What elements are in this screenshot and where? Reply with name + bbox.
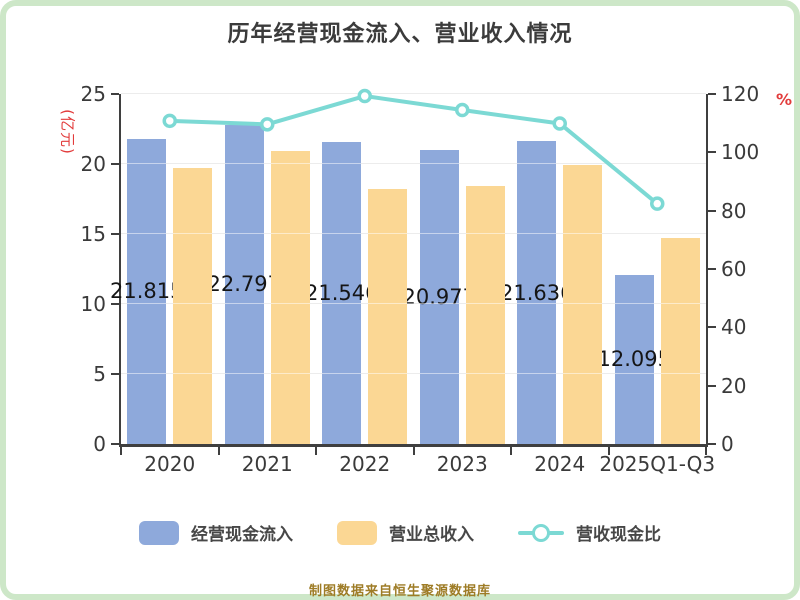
left-axis-tick-label: 5	[93, 362, 106, 386]
left-axis-tick	[111, 443, 119, 445]
left-axis-tick	[111, 233, 119, 235]
right-axis-tick-label: 0	[721, 432, 734, 456]
x-axis-tick	[315, 447, 317, 455]
legend-swatch-revenue-icon	[337, 520, 377, 545]
right-axis-tick	[708, 209, 716, 212]
right-axis-tick-label: 120	[721, 82, 760, 106]
legend-label-cash: 经营现金流入	[191, 525, 293, 545]
bar-total-revenue	[368, 189, 408, 444]
right-axis-tick-label: 80	[721, 198, 747, 223]
bar-total-revenue	[660, 238, 700, 444]
right-axis-tick-label: 60	[721, 257, 747, 281]
left-axis-tick-label: 20	[80, 152, 106, 176]
bar-value-label: 22.797	[207, 272, 281, 297]
ratio-point-marker	[455, 102, 470, 118]
right-axis-tick	[708, 151, 716, 154]
bar-cash-inflow	[517, 141, 557, 444]
right-axis-line	[706, 94, 708, 446]
gridline-overlay	[121, 233, 706, 234]
left-axis-tick	[111, 93, 119, 95]
x-axis-tick	[607, 447, 610, 455]
ratio-point-marker	[357, 88, 372, 104]
x-axis-category-label: 2024	[534, 452, 586, 476]
footer-source-note: 制图数据来自恒生聚源数据库	[308, 584, 491, 599]
bar-cash-inflow	[224, 124, 264, 444]
right-axis-tick	[708, 443, 716, 445]
gridline-overlay	[121, 373, 706, 374]
ratio-point-marker	[162, 113, 177, 129]
legend-item-ratio[interactable]: 营收现金比	[518, 520, 661, 545]
legend-label-revenue: 营业总收入	[389, 525, 474, 545]
bar-cash-inflow	[419, 150, 459, 444]
bar-total-revenue	[465, 186, 505, 444]
legend: 经营现金流入 营业总收入 营收现金比	[6, 520, 794, 545]
bar-value-label: 21.546	[305, 281, 379, 306]
ratio-point-marker	[260, 117, 275, 132]
bar-cash-inflow	[614, 274, 654, 444]
left-axis-unit-text: (亿元)	[58, 109, 77, 155]
chart-title: 历年经营现金流入、营业收入情况	[227, 22, 573, 47]
right-axis-unit: %	[776, 90, 793, 109]
left-axis-tick	[111, 163, 119, 165]
left-axis-tick	[111, 373, 119, 375]
left-axis-tick-label: 10	[80, 292, 106, 316]
right-axis-tick-label: 20	[721, 373, 747, 398]
x-axis-tick	[705, 447, 707, 455]
legend-swatch-cash-icon	[139, 520, 179, 545]
bar-cash-inflow	[322, 142, 362, 444]
ratio-point-marker	[552, 116, 567, 131]
bottom-axis-line	[119, 444, 708, 447]
bar-value-label: 21.636	[500, 280, 574, 305]
bar-value-label: 20.977	[402, 285, 476, 310]
ratio-point-marker	[650, 196, 665, 211]
x-axis-category-label: 2021	[241, 452, 293, 476]
x-axis-category-label: 2023	[436, 452, 488, 476]
ratio-line	[169, 94, 659, 206]
ratio-line-chart	[162, 88, 665, 211]
right-axis-tick	[708, 384, 716, 387]
bar-cash-inflow	[127, 138, 167, 444]
bar-total-revenue	[563, 164, 603, 444]
right-axis-tick	[708, 326, 716, 329]
right-axis-tick	[708, 93, 716, 95]
x-axis-category-label: 2022	[339, 452, 391, 476]
legend-line-marker-icon	[518, 521, 564, 545]
plot-area: 21.815 22.797 21.546 20.977 21.636 12.095 0 5 10…	[81, 84, 760, 476]
gridline-overlay	[121, 303, 706, 304]
bar-value-label: 21.815	[110, 279, 184, 304]
legend-item-revenue[interactable]: 营业总收入	[337, 520, 474, 545]
left-axis-tick-label: 0	[93, 432, 106, 456]
x-axis-tick	[217, 447, 220, 455]
left-axis-tick-label: 25	[80, 82, 106, 106]
right-axis-tick-label: 40	[721, 315, 747, 340]
left-axis-tick	[111, 303, 119, 305]
left-axis-tick-label: 15	[80, 222, 106, 246]
bar-total-revenue	[270, 151, 310, 444]
bar-value-label: 12.095	[597, 347, 671, 372]
gridline-overlay	[121, 163, 706, 164]
right-axis-tick-label: 100	[721, 140, 760, 165]
legend-item-cash-inflow[interactable]: 经营现金流入	[139, 520, 293, 545]
x-axis-category-label: 2025Q1-Q3	[599, 452, 716, 476]
left-axis-line	[119, 94, 121, 446]
gridline-overlay	[121, 93, 706, 94]
right-axis-tick	[708, 268, 716, 270]
x-axis-tick	[510, 447, 512, 455]
bar-total-revenue	[173, 168, 213, 444]
x-axis-category-label: 2020	[144, 452, 196, 476]
x-axis-tick	[412, 447, 415, 455]
legend-label-ratio: 营收现金比	[576, 525, 661, 545]
x-axis-tick	[120, 447, 122, 455]
